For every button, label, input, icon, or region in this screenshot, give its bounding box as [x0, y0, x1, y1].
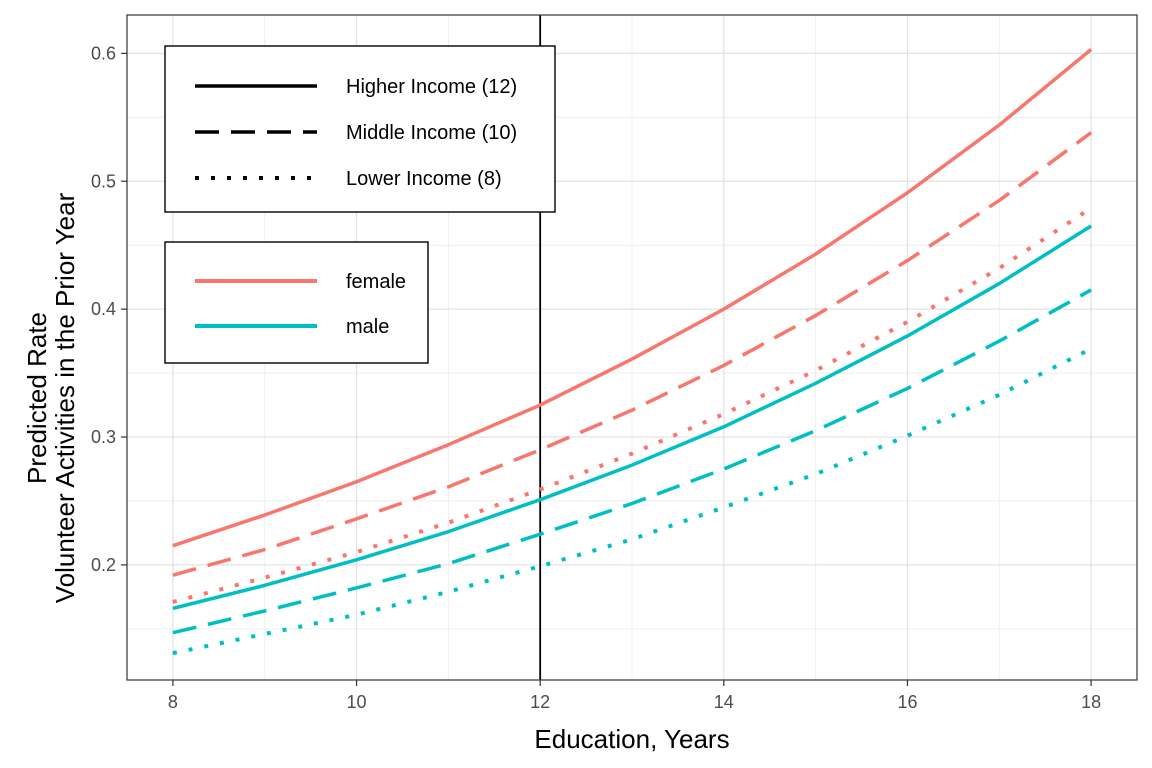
panel-border: [126, 14, 1138, 681]
y-tick-label: 0.5: [91, 171, 116, 191]
series-line-female-middle: [172, 131, 1093, 577]
legend-label-lower-income: Lower Income (8): [346, 168, 502, 190]
y-tick-label: 0.2: [91, 555, 116, 575]
y-tick-label: 0.4: [91, 299, 116, 319]
y-tick-label: 0.3: [91, 427, 116, 447]
x-tick-label: 14: [714, 692, 734, 712]
x-tick-labels: 8 10 12 14 16 18: [168, 692, 1101, 712]
axis-ticks: [121, 52, 1092, 686]
y-axis-title-line-1: Predicted Rate: [22, 312, 52, 484]
legend-linetype: Higher Income (12) Middle Income (10) Lo…: [164, 45, 556, 213]
legend-linetype-box: [164, 45, 556, 213]
y-axis-title-line-2: Volunteer Activities in the Prior Year: [50, 192, 80, 603]
legend-label-female: female: [346, 271, 406, 293]
series-layer: [172, 48, 1093, 656]
x-tick-label: 12: [530, 692, 550, 712]
x-tick-label: 8: [168, 692, 178, 712]
x-axis-title: Education, Years: [534, 724, 729, 754]
legend-label-higher-income: Higher Income (12): [346, 76, 517, 98]
series-line-female-high: [172, 48, 1093, 548]
x-tick-label: 16: [897, 692, 917, 712]
series-line-female-lower: [172, 206, 1093, 604]
legend-color-box: [164, 241, 429, 364]
x-tick-label: 18: [1081, 692, 1101, 712]
series-line-male-high: [172, 224, 1093, 611]
legend-label-male: male: [346, 316, 389, 338]
y-tick-labels: 0.2 0.3 0.4 0.5 0.6: [91, 43, 116, 575]
legend-label-middle-income: Middle Income (10): [346, 122, 517, 144]
x-tick-label: 10: [347, 692, 367, 712]
series-line-male-lower: [172, 346, 1092, 656]
series-line-male-middle: [172, 288, 1092, 635]
legend-color: female male: [164, 241, 429, 364]
y-tick-label: 0.6: [91, 43, 116, 63]
